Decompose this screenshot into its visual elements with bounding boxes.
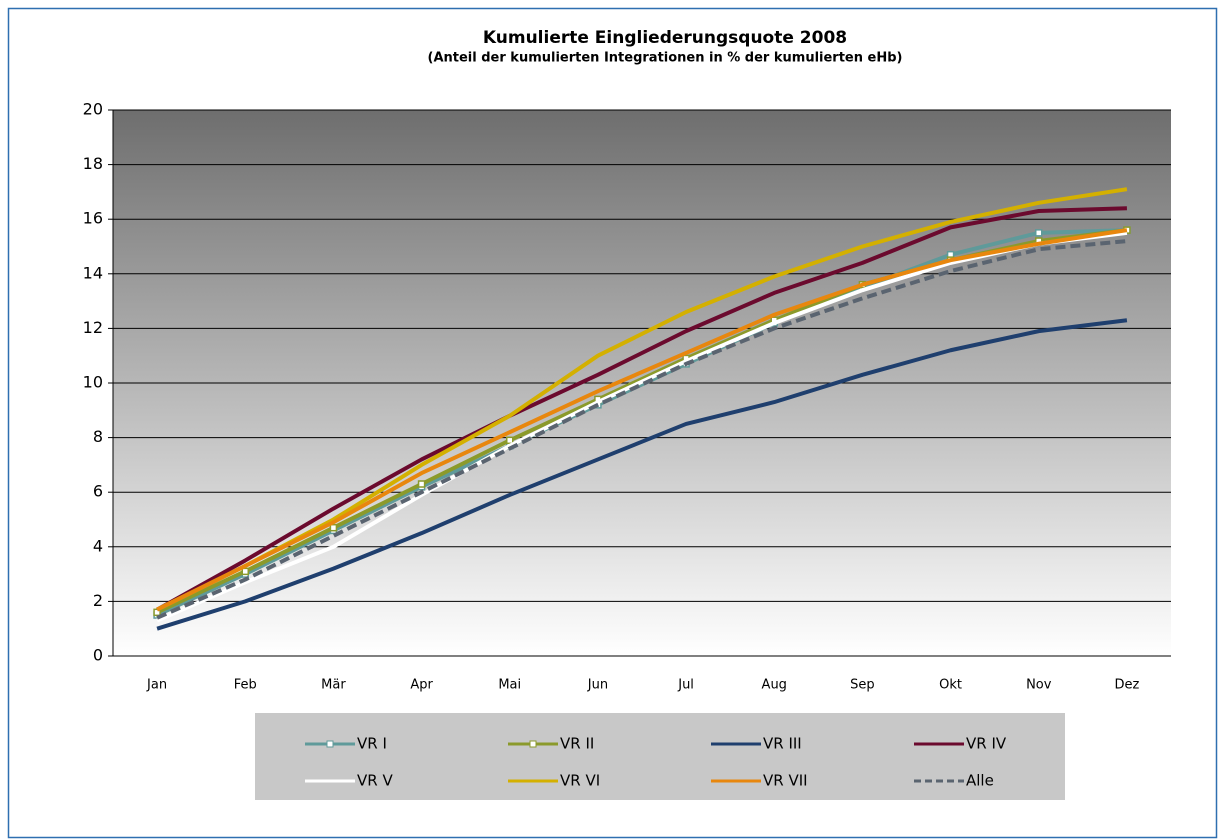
x-tick-label: Jun: [587, 678, 608, 693]
legend-label: Alle: [966, 772, 994, 790]
y-tick-label: 16: [83, 209, 103, 228]
legend-label: VR VII: [763, 772, 808, 790]
x-tick-label: Jul: [677, 678, 694, 693]
y-tick-label: 0: [93, 646, 103, 665]
y-tick-label: 8: [93, 427, 103, 446]
x-tick-label: Okt: [939, 678, 962, 693]
x-tick-label: Sep: [850, 678, 875, 693]
marker: [417, 480, 426, 488]
series-line: [156, 206, 1127, 612]
legend-marker: [529, 740, 537, 748]
x-tick-label: Feb: [234, 678, 257, 693]
legend-label: VR V: [357, 772, 393, 790]
marker: [1035, 229, 1043, 237]
y-tick-label: 4: [93, 536, 103, 555]
marker: [241, 567, 249, 576]
series-line: [156, 228, 1128, 612]
marker: [329, 523, 338, 532]
x-tick-label: Apr: [410, 678, 433, 693]
legend-label: VR IV: [966, 735, 1007, 753]
y-tick-label: 10: [83, 373, 103, 392]
x-tick-label: Mai: [498, 678, 521, 693]
legend-label: VR III: [763, 735, 802, 753]
x-tick-label: Mär: [321, 678, 346, 693]
legend-label: VR II: [560, 735, 594, 753]
legend-label: VR VI: [560, 772, 600, 790]
x-tick-label: Dez: [1114, 678, 1139, 693]
y-tick-label: 2: [93, 591, 103, 610]
x-tick-label: Nov: [1026, 678, 1052, 693]
chart-title: Kumulierte Eingliederungsquote 2008: [483, 28, 847, 48]
legend-label: VR I: [357, 735, 387, 753]
y-tick-label: 6: [93, 482, 103, 501]
y-tick-label: 14: [83, 263, 103, 282]
y-tick-label: 12: [83, 318, 103, 337]
x-tick-label: Aug: [762, 678, 787, 693]
y-tick-label: 20: [83, 100, 103, 119]
chart-subtitle: (Anteil der kumulierten Integrationen in…: [428, 51, 903, 66]
series-line: [156, 228, 1127, 617]
marker: [506, 436, 514, 445]
legend-marker: [326, 740, 334, 748]
series-line: [156, 187, 1128, 612]
x-tick-label: Jan: [146, 678, 167, 693]
series-line: [156, 318, 1128, 631]
series-line: [156, 230, 1128, 623]
y-tick-label: 18: [83, 154, 103, 173]
legend: [255, 713, 1065, 800]
